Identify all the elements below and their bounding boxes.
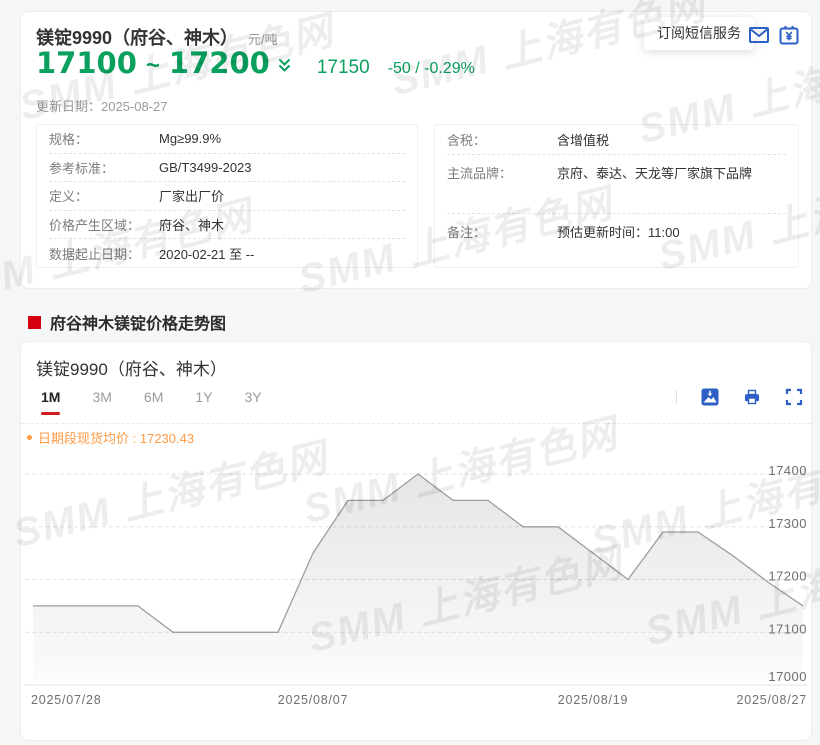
spec-label: 备注： xyxy=(447,225,487,240)
price-average: 17150 xyxy=(316,57,370,78)
red-square-bullet xyxy=(28,315,41,329)
y-axis-label: 17400 xyxy=(768,463,807,478)
spec-row: 备注： 预估更新时间：11:00 xyxy=(447,214,786,267)
spec-value: 预估更新时间：11:00 xyxy=(557,225,680,240)
spec-value: 含增值税 xyxy=(557,133,610,148)
range-tabs: 1M 3M 6M 1Y 3Y xyxy=(41,389,262,415)
spec-label: 规格： xyxy=(49,132,89,148)
price-range-tilde: ~ xyxy=(145,52,160,79)
spec-label: 定义： xyxy=(49,189,89,205)
save-image-button[interactable] xyxy=(701,388,719,406)
spec-value: 府谷、神木 xyxy=(159,218,225,234)
spec-row: 规格： Mg≥99.9% xyxy=(49,125,405,154)
print-button[interactable] xyxy=(743,388,761,406)
spec-value: Mg≥99.9% xyxy=(159,131,222,147)
spec-label: 价格产生区域： xyxy=(49,218,141,234)
legend-dot-icon xyxy=(27,435,32,440)
price-unit: 元/吨 xyxy=(248,32,278,47)
spec-label: 含税： xyxy=(447,133,487,148)
y-axis-label: 17300 xyxy=(768,516,807,531)
price-change: -50 / -0.29% xyxy=(387,60,475,77)
yen-document-icon xyxy=(778,26,800,50)
mail-subscribe-button[interactable] xyxy=(748,24,770,46)
price-range-high: 17200 xyxy=(168,46,270,80)
section-title: 府谷神木镁锭价格走势图 xyxy=(50,316,227,333)
legend-value: 17230.43 xyxy=(139,431,195,446)
spec-row: 主流品牌： 京府、泰达、天龙等厂家旗下品牌 xyxy=(447,155,786,214)
price-trend-chart[interactable]: 17000 17100 17200 17300 17400 2025/07/28 2025/… xyxy=(21,342,813,740)
x-axis-label: 2025/08/07 xyxy=(278,693,349,707)
chart-section-heading: 府谷神木镁锭价格走势图 xyxy=(28,310,226,334)
y-axis-label: 17100 xyxy=(768,621,807,636)
subscribe-sms-button[interactable]: 订阅短信服务 xyxy=(644,17,754,50)
mail-icon xyxy=(748,27,770,50)
spec-row: 价格产生区域： 府谷、神木 xyxy=(49,211,405,240)
spec-table-right: 含税： 含增值税主流品牌： 京府、泰达、天龙等厂家旗下品牌备注： 预估更新时间：11:… xyxy=(434,124,799,268)
save-image-icon xyxy=(701,388,719,410)
update-date-row: 更新日期：2025-08-27 xyxy=(36,96,168,115)
spec-row: 定义： 厂家出厂价 xyxy=(49,182,405,211)
price-range-low: 17100 xyxy=(36,46,137,80)
legend-label: 日期段现货均价 : xyxy=(38,431,137,446)
fullscreen-icon xyxy=(785,388,803,410)
update-date-value: 2025-08-27 xyxy=(101,99,168,114)
price-down-icon xyxy=(278,58,291,78)
spec-value: 京府、泰达、天龙等厂家旗下品牌 xyxy=(557,166,753,181)
spec-value: 2020-02-21 至 -- xyxy=(159,246,255,262)
price-summary-card: 镁锭9990（府谷、神木） 元/吨 17100 ~ 17200 17150 -5… xyxy=(20,11,812,289)
update-date-label: 更新日期： xyxy=(36,99,102,114)
tab-1y[interactable]: 1Y xyxy=(195,389,213,405)
price-chart-card: 镁锭9990（府谷、神木） 1M 3M 6M 1Y 3Y xyxy=(20,341,812,741)
spec-row: 参考标准： GB/T3499-2023 xyxy=(49,154,405,183)
product-title: 镁锭9990（府谷、神木） xyxy=(36,28,239,48)
tabs-separator xyxy=(21,423,811,424)
spec-row: 含税： 含增值税 xyxy=(447,125,786,155)
spec-value: 厂家出厂价 xyxy=(159,189,225,205)
spec-row: 数据起止日期： 2020-02-21 至 -- xyxy=(49,239,405,267)
spec-value: GB/T3499-2023 xyxy=(159,159,252,175)
spec-label: 主流品牌： xyxy=(447,166,513,181)
tab-3m[interactable]: 3M xyxy=(92,389,112,405)
spec-label: 参考标准： xyxy=(49,160,115,176)
x-axis-label: 2025/08/19 xyxy=(558,693,629,707)
tab-6m[interactable]: 6M xyxy=(143,389,164,405)
toolbar-divider xyxy=(676,390,677,404)
chart-toolbar xyxy=(676,388,803,406)
price-notify-button[interactable] xyxy=(778,24,800,46)
spec-label: 数据起止日期： xyxy=(49,246,141,262)
x-axis-label: 2025/07/28 xyxy=(31,693,102,707)
y-axis-label: 17200 xyxy=(768,569,807,584)
x-axis-label: 2025/08/27 xyxy=(736,693,807,707)
fullscreen-button[interactable] xyxy=(785,388,803,406)
tab-3y[interactable]: 3Y xyxy=(244,389,262,405)
chart-legend[interactable]: 日期段现货均价 : 17230.43 xyxy=(27,428,194,447)
chart-title: 镁锭9990（府谷、神木） xyxy=(36,360,227,379)
spec-table-left: 规格： Mg≥99.9% 参考标准： GB/T3499-2023 定义： 厂家出厂价价格产… xyxy=(36,124,418,268)
printer-icon xyxy=(743,389,761,410)
y-axis-label: 17000 xyxy=(768,669,807,684)
tab-1m[interactable]: 1M xyxy=(41,389,60,415)
